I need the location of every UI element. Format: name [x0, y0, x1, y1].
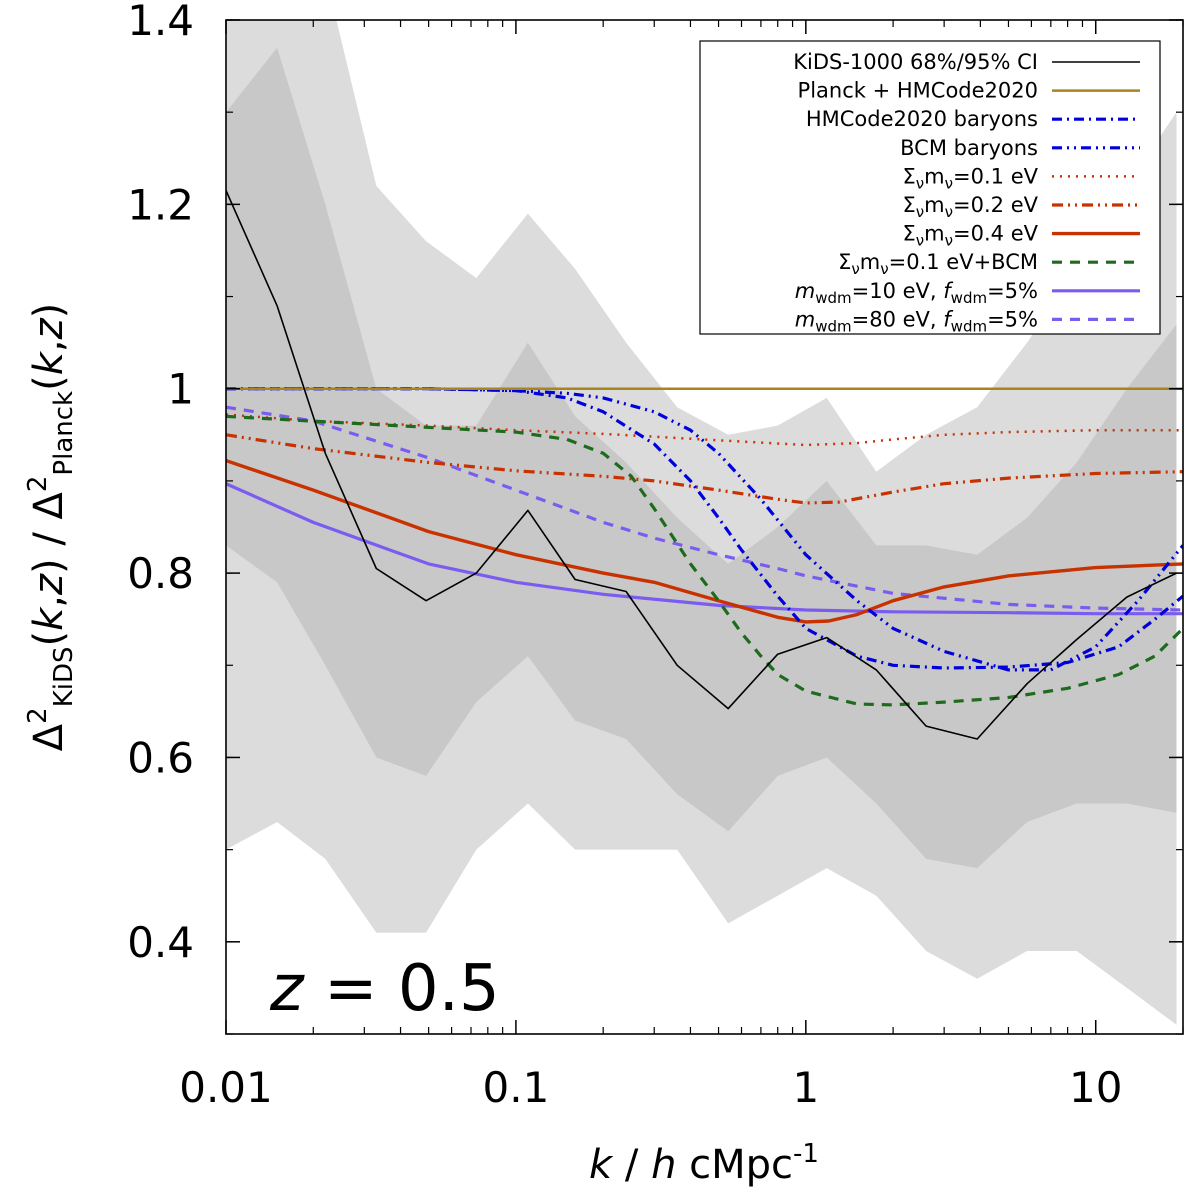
series-6: [226, 458, 1183, 624]
y-tick-label: 0.8: [127, 549, 194, 598]
x-tick-label: 0.1: [483, 1063, 550, 1112]
legend-label: HMCode2020 baryons: [806, 107, 1038, 131]
legend-label: KiDS-1000 68%/95% CI: [793, 50, 1038, 74]
series-3: [226, 387, 1183, 672]
series-4: [226, 413, 1183, 447]
x-tick-label: 0.01: [179, 1063, 273, 1112]
x-tick-label: 1: [792, 1063, 819, 1112]
series-7: [226, 414, 1183, 707]
legend-label: Σνmν=0.1 eV+BCM: [838, 250, 1038, 278]
series-2: [226, 387, 1183, 670]
y-tick-label: 1: [167, 365, 194, 414]
redshift-annotation: z = 0.5: [269, 952, 500, 1026]
legend-label: Planck + HMCode2020: [798, 79, 1038, 103]
ci-bands: [226, 20, 1177, 1025]
legend-label: Σνmν=0.1 eV: [903, 164, 1039, 192]
y-tick-label: 0.4: [127, 918, 194, 967]
series-9: [226, 405, 1183, 612]
y-tick-label: 1.2: [127, 180, 194, 229]
band-68-ci: [226, 47, 1177, 869]
x-axis-title: k / h cMpc-1: [589, 1139, 819, 1188]
y-tick-label: 0.6: [127, 733, 194, 782]
legend-label: Σνmν=0.2 eV: [903, 193, 1039, 221]
axis-ticks: [225, 19, 1184, 1035]
legend: KiDS-1000 68%/95% CI Planck + HMCode2020 H…: [699, 40, 1161, 335]
legend-label: BCM baryons: [900, 136, 1038, 160]
y-axis-title: Δ2KiDS(k,z) / Δ2Planck(k,z): [23, 303, 79, 751]
series-0: [226, 190, 1177, 740]
plot-frame: [225, 19, 1184, 1035]
legend-label: mwdm=10 eV, fwdm=5%: [795, 279, 1038, 307]
model-curves: [226, 190, 1183, 740]
series-5: [226, 433, 1183, 505]
x-tick-label: 10: [1069, 1063, 1122, 1112]
tick-labels: 0.01 0.1 1 10 0.4 0.6 0.8 1 1.2 1.4: [127, 0, 1122, 1112]
series-8: [226, 482, 1183, 616]
legend-label: mwdm=80 eV, fwdm=5%: [795, 307, 1038, 335]
legend-label: Σνmν=0.4 eV: [903, 222, 1039, 250]
y-tick-label: 1.4: [127, 0, 194, 45]
